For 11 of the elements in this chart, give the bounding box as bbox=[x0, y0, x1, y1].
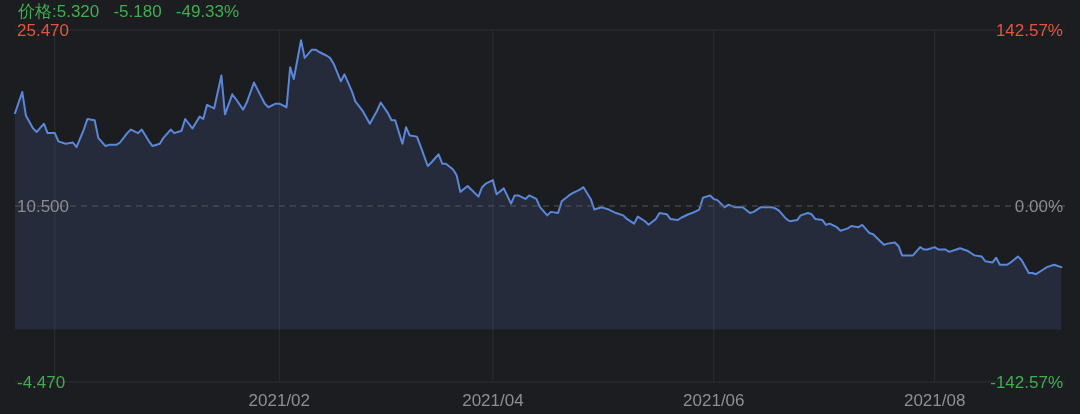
x-tick-label: 2021/06 bbox=[683, 391, 745, 410]
y2-tick-label: -142.57% bbox=[990, 372, 1063, 392]
y-tick-label: 25.470 bbox=[17, 20, 69, 40]
x-tick-label: 2021/04 bbox=[462, 391, 524, 410]
chart-title: 价格:5.320 -5.180 -49.33% bbox=[17, 2, 240, 21]
y-tick-label: 10.500 bbox=[17, 196, 69, 216]
x-tick-label: 2021/08 bbox=[903, 391, 966, 410]
y2-tick-label: 0.00% bbox=[1014, 196, 1063, 216]
y2-tick-label: 142.57% bbox=[995, 20, 1063, 40]
x-tick-label: 2021/02 bbox=[248, 391, 311, 410]
y-tick-label: -4.470 bbox=[17, 372, 66, 392]
